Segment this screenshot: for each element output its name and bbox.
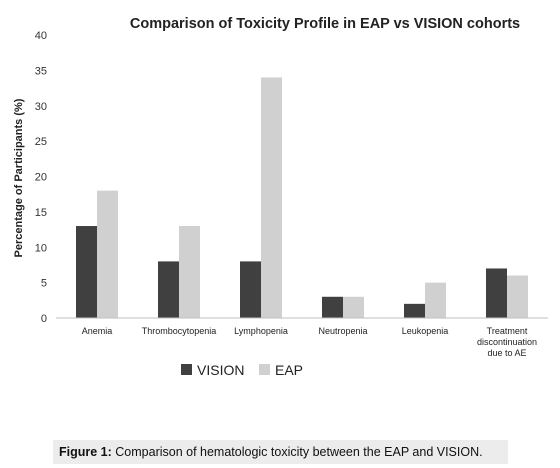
- bar-vision-2: [240, 261, 261, 318]
- bar-chart: Comparison of Toxicity Profile in EAP vs…: [13, 16, 548, 378]
- chart-title: Comparison of Toxicity Profile in EAP vs…: [130, 16, 520, 32]
- bar-eap-1: [179, 226, 200, 318]
- figure-caption: Figure 1: Comparison of hematologic toxi…: [53, 440, 508, 464]
- bar-eap-4: [425, 282, 446, 318]
- legend: VISION EAP: [181, 362, 303, 378]
- bar-eap-3: [343, 296, 364, 318]
- legend-swatch-vision: [181, 364, 192, 375]
- y-tick-label: 20: [35, 172, 47, 184]
- category-label: Treatment: [487, 326, 528, 336]
- category-label: discontinuation: [477, 337, 537, 347]
- category-label: Anemia: [82, 326, 113, 336]
- category-label: Leukopenia: [402, 326, 449, 336]
- legend-label-eap: EAP: [275, 362, 303, 378]
- y-tick-label: 5: [41, 278, 47, 290]
- bar-vision-5: [486, 268, 507, 318]
- bar-vision-4: [404, 303, 425, 318]
- category-label: Thrombocytopenia: [142, 326, 217, 336]
- category-labels: Anemia Thrombocytopenia Lymphopenia Neutrop…: [82, 326, 537, 358]
- y-tick-label: 40: [35, 30, 47, 42]
- bar-eap-5: [507, 275, 528, 318]
- y-tick-label: 25: [35, 136, 47, 148]
- y-axis-label: Percentage of Participants (%): [13, 98, 25, 257]
- legend-label-vision: VISION: [197, 362, 244, 378]
- bar-vision-1: [158, 261, 179, 318]
- legend-swatch-eap: [259, 364, 270, 375]
- caption-text: Comparison of hematologic toxicity betwe…: [111, 445, 483, 459]
- bar-vision-0: [76, 226, 97, 318]
- category-label: Lymphopenia: [234, 326, 288, 336]
- bar-eap-2: [261, 77, 282, 318]
- bar-eap-0: [97, 190, 118, 318]
- y-tick-label: 35: [35, 65, 47, 77]
- bar-vision-3: [322, 296, 343, 318]
- y-tick-label: 15: [35, 207, 47, 219]
- category-label: due to AE: [487, 348, 526, 358]
- caption-label: Figure 1:: [59, 445, 112, 459]
- category-label: Neutropenia: [318, 326, 367, 336]
- y-tick-label: 0: [41, 313, 47, 325]
- y-tick-label: 30: [35, 101, 47, 113]
- bar-series: [76, 77, 528, 318]
- y-tick-label: 10: [35, 242, 47, 254]
- y-axis-ticks: 0 5 10 15 20 25 30 35 40: [35, 30, 47, 325]
